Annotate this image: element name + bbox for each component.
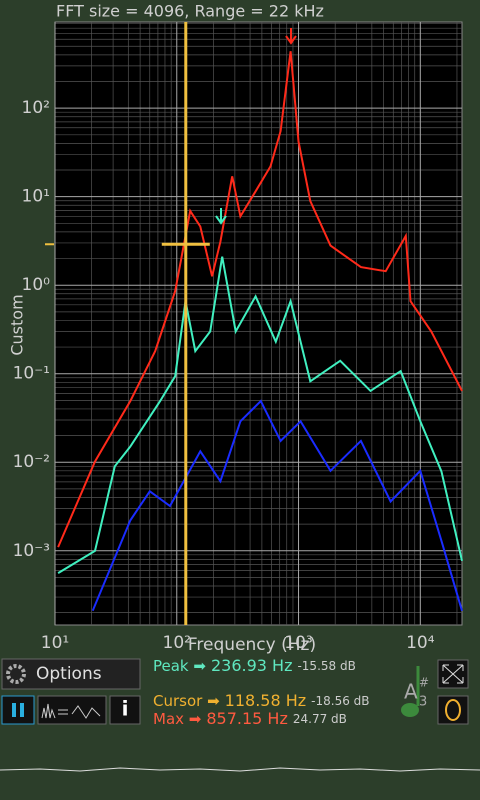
- readout-db: -15.58 dB: [297, 659, 355, 673]
- note-name: A: [404, 680, 418, 704]
- button-frame: [109, 695, 141, 725]
- x-tick-label: 10¹: [41, 633, 69, 653]
- chart-title: FFT size = 4096, Range = 22 kHz: [56, 2, 324, 21]
- info-label: i: [122, 697, 129, 721]
- readout-db: -18.56 dB: [311, 694, 369, 708]
- x-tick-label: 10⁴: [406, 633, 435, 653]
- zoom-icon: [442, 664, 464, 684]
- y-tick-label: 10⁻²: [13, 452, 50, 472]
- readout-value: 857.15 Hz: [206, 709, 288, 728]
- readout-label: Max ➡: [153, 710, 202, 728]
- info-button[interactable]: i: [109, 695, 141, 725]
- max-marker: [285, 28, 297, 45]
- series-line: [57, 256, 463, 574]
- y-tick-label: 10⁻¹: [13, 364, 50, 384]
- note-head: [401, 703, 419, 717]
- options-label: Options: [36, 664, 102, 684]
- view-icon: [41, 703, 101, 719]
- x-tick-label: 10³: [284, 633, 312, 653]
- x-axis-label: Frequency (Hz): [188, 635, 316, 655]
- series-line: [57, 51, 463, 548]
- readouts: Peak ➡ 236.93 Hz -15.58 dB Cursor ➡ 118.58 H…: [153, 656, 370, 728]
- readout: Peak ➡ 236.93 Hz -15.58 dB: [153, 656, 356, 675]
- y-tick-label: 10⁰: [22, 275, 51, 295]
- note-accidental: #: [419, 676, 429, 690]
- options-button[interactable]: Options: [1, 658, 141, 690]
- readout-db: 24.77 dB: [293, 712, 347, 726]
- button-frame: [1, 695, 35, 725]
- gear-icon: [6, 664, 26, 684]
- plot-area: [54, 21, 463, 626]
- zoom-button[interactable]: [437, 659, 469, 689]
- series-line: [91, 399, 463, 612]
- note-indicator: A # 3: [401, 666, 429, 717]
- pause-button[interactable]: [1, 695, 35, 725]
- pause-bar: [20, 703, 24, 717]
- peak-marker: [215, 208, 227, 225]
- note-octave: 3: [419, 695, 427, 710]
- y-tick-label: 10¹: [22, 187, 50, 207]
- readout-value: 118.58 Hz: [225, 691, 307, 710]
- button-frame: [37, 695, 107, 725]
- readout-label: Cursor ➡: [153, 692, 220, 710]
- pause-bar: [12, 703, 16, 717]
- view-toggle-button[interactable]: [37, 695, 107, 725]
- x-tick-label: 10²: [163, 633, 191, 653]
- plot: [57, 22, 463, 625]
- readout: Max ➡ 857.15 Hz 24.77 dB: [153, 709, 347, 728]
- readout-label: Peak ➡: [153, 657, 206, 675]
- y-axis-label: Custom: [8, 294, 27, 355]
- y-tick-label: 10⁻³: [13, 541, 50, 561]
- readout: Cursor ➡ 118.58 Hz -18.56 dB: [153, 691, 370, 710]
- grid: [54, 22, 462, 625]
- reset-button[interactable]: [437, 695, 469, 725]
- reset-icon: [445, 699, 461, 721]
- y-tick-label: 10²: [22, 98, 50, 118]
- waveform: [0, 767, 480, 772]
- readout-value: 236.93 Hz: [211, 656, 293, 675]
